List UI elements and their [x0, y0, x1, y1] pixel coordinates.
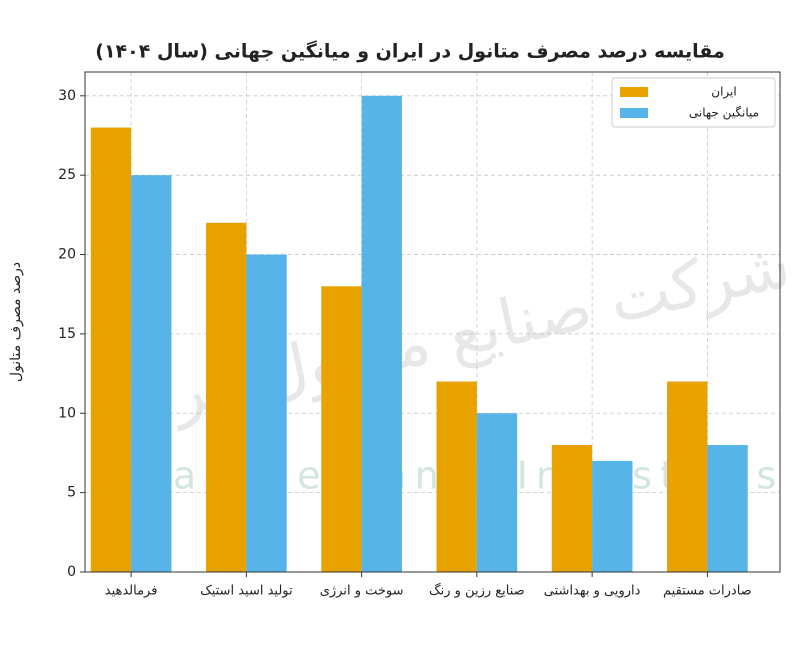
y-tick-label: 5 — [67, 485, 76, 501]
y-tick-label: 10 — [58, 405, 76, 421]
y-tick-label: 25 — [58, 167, 76, 183]
y-tick-label: 0 — [67, 564, 76, 580]
bar — [206, 222, 247, 573]
bar — [476, 413, 518, 572]
x-tick-label: تولید اسید استیک — [200, 584, 293, 599]
bar — [707, 445, 748, 572]
y-tick-label: 30 — [58, 88, 76, 104]
bar — [551, 445, 593, 572]
x-tick-label: صنایع رزین و رنگ — [429, 583, 525, 599]
bar — [321, 286, 362, 572]
bar — [667, 381, 708, 572]
legend-swatch — [620, 87, 648, 97]
y-axis-label: درصد مصرف متانول — [8, 262, 24, 382]
bar — [131, 175, 172, 572]
x-tick-label: صادرات مستقیم — [663, 584, 752, 599]
x-tick-label: سوخت و انرژی — [320, 584, 404, 599]
plot-frame — [84, 71, 781, 573]
x-tick-label: فرمالدهید — [105, 584, 158, 599]
legend-label: ایران — [711, 85, 736, 100]
bar — [592, 460, 633, 572]
legend-swatch — [620, 108, 648, 118]
y-tick-label: 15 — [58, 326, 76, 342]
y-tick-label: 20 — [58, 247, 76, 263]
chart-title: مقایسه درصد مصرف متانول در ایران و میانگ… — [95, 40, 724, 63]
legend-box — [611, 77, 776, 128]
legend-label: میانگین جهانی — [689, 106, 759, 121]
bar — [90, 127, 132, 573]
x-tick-label: دارویی و بهداشتی — [544, 584, 641, 599]
bar — [246, 254, 287, 573]
bar — [436, 381, 477, 572]
bar — [361, 95, 402, 573]
